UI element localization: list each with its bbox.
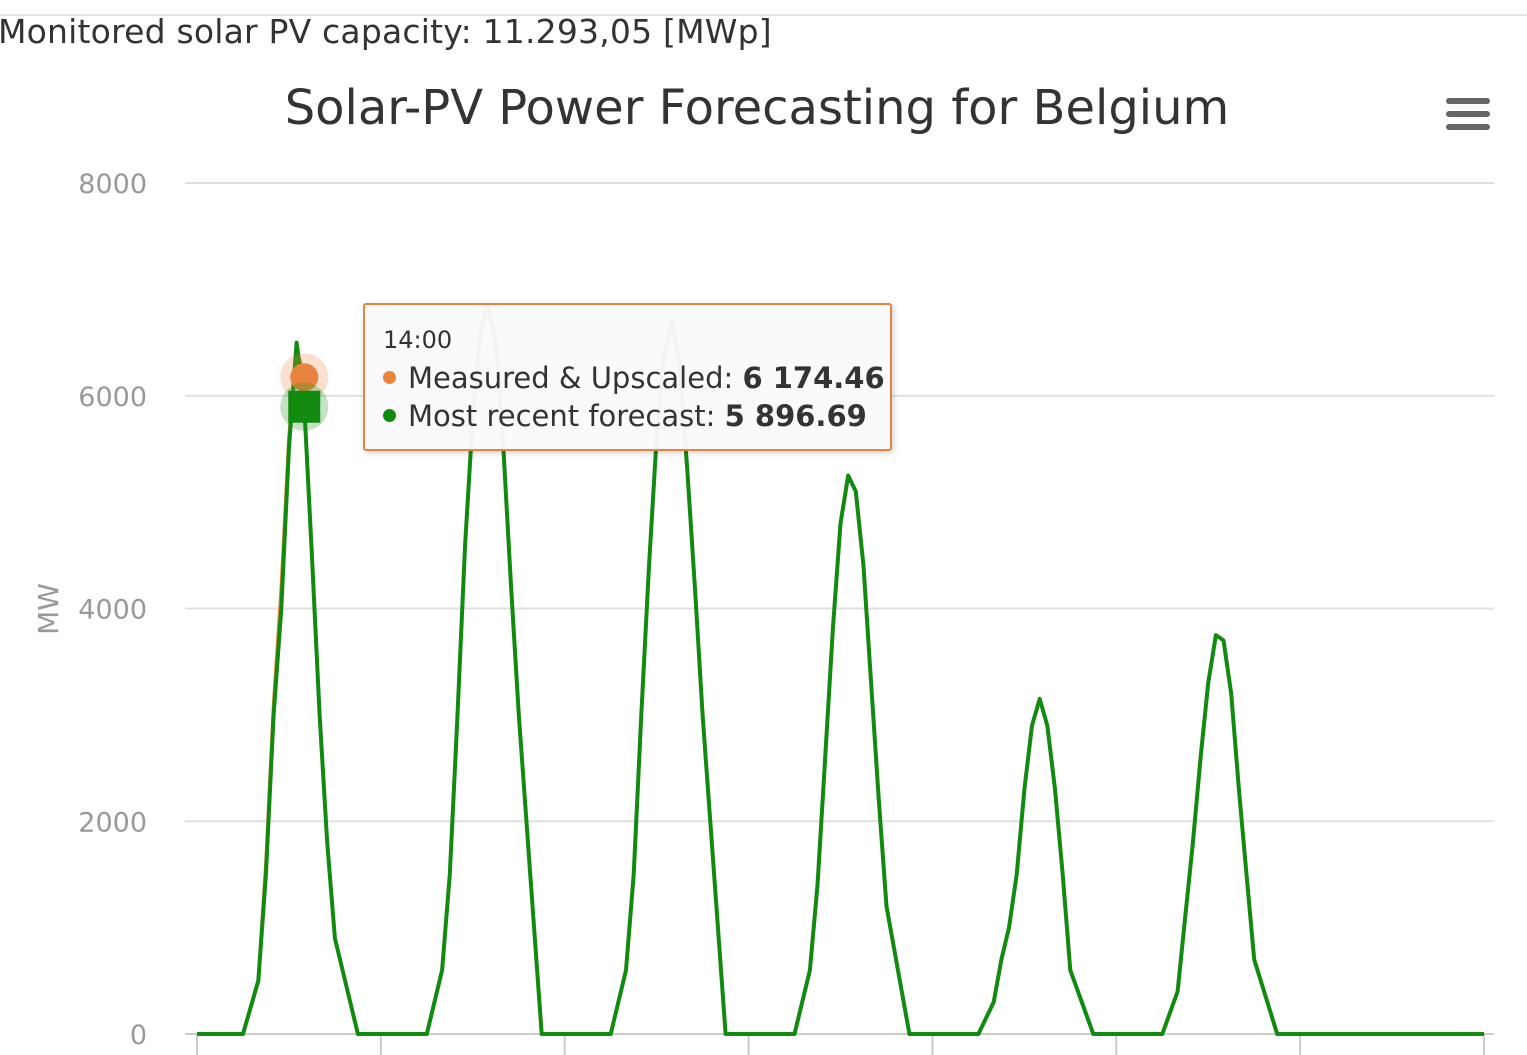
- forecast-marker: [288, 390, 321, 423]
- y-tick-label: 8000: [78, 169, 147, 200]
- measured-dot-icon: [383, 370, 396, 384]
- chart-title: Solar-PV Power Forecasting for Belgium: [285, 80, 1230, 136]
- hamburger-menu-icon[interactable]: [1438, 92, 1498, 138]
- y-tick-label: 4000: [78, 595, 147, 626]
- y-tick-label: 2000: [78, 807, 147, 838]
- y-tick-label: 6000: [78, 382, 147, 413]
- y-tick-label: 0: [130, 1020, 147, 1051]
- monitored-capacity-text: Monitored solar PV capacity: 11.293,05 […: [0, 12, 772, 51]
- tooltip-value-measured: 6 174.46: [742, 361, 885, 395]
- tooltip-label-forecast: Most recent forecast: [408, 399, 706, 433]
- forecast-dot-icon: [383, 408, 396, 422]
- tooltip-row-measured: Measured & Upscaled: 6 174.46: [383, 359, 885, 397]
- tooltip-row-forecast: Most recent forecast: 5 896.69: [383, 397, 872, 435]
- tooltip-value-forecast: 5 896.69: [724, 399, 867, 433]
- tooltip-time: 14:00: [383, 326, 453, 354]
- tooltip-label-measured: Measured & Upscaled: [408, 361, 724, 395]
- tooltip: 14:00 Measured & Upscaled: 6 174.46 Most…: [363, 303, 892, 451]
- y-axis-label: MW: [32, 583, 65, 635]
- series-line-forecast: [197, 303, 1484, 1036]
- measured-marker: [290, 363, 319, 392]
- top-divider: [0, 14, 1527, 16]
